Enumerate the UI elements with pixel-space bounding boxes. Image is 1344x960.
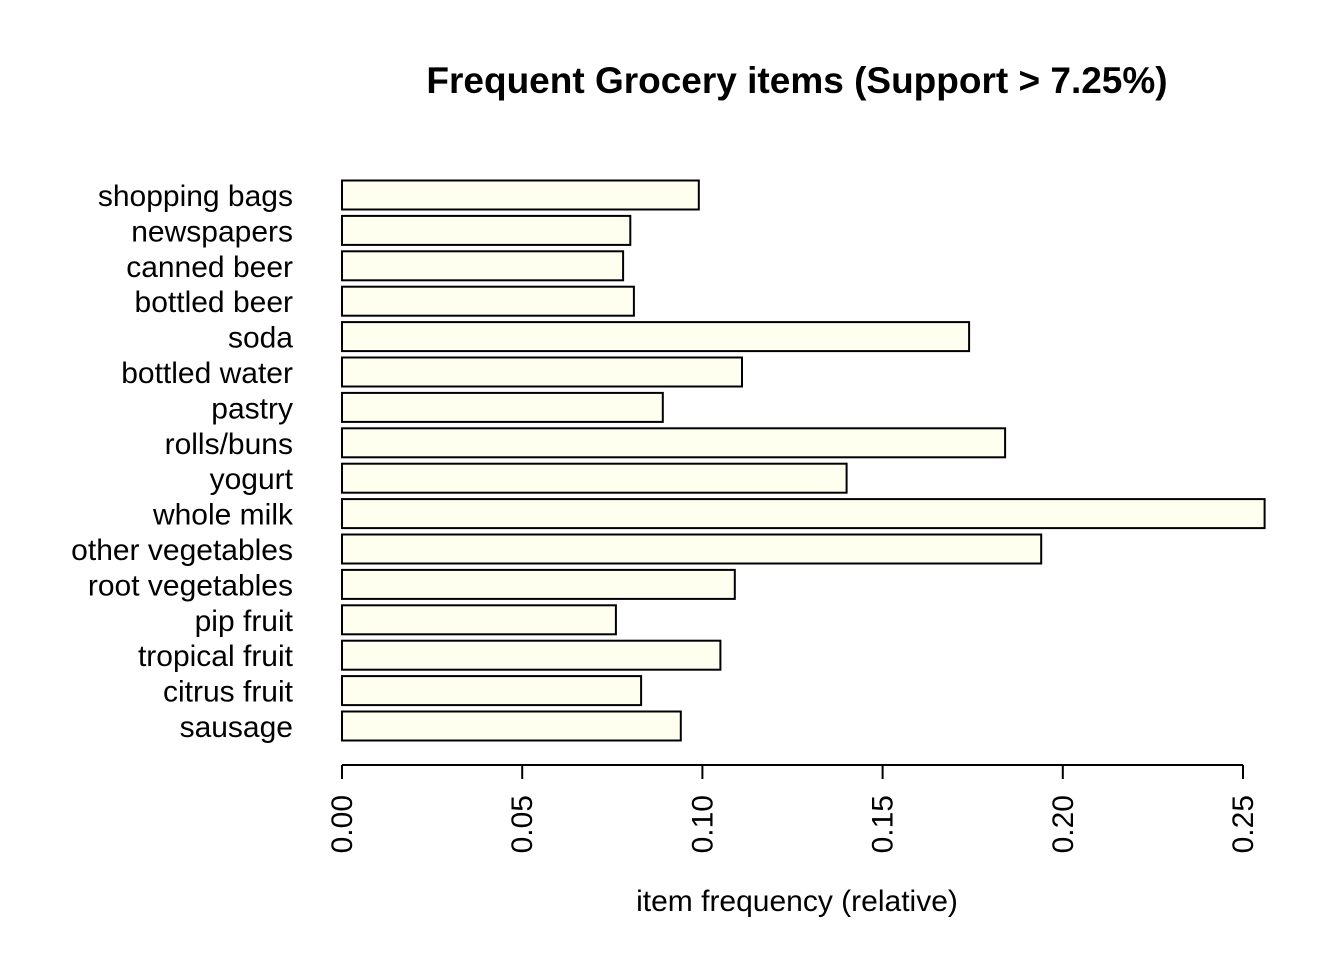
bar-shopping-bags [341,179,700,211]
category-label: canned beer [126,251,293,284]
x-tick-label: 0.25 [1227,795,1260,853]
bar-yogurt [341,462,848,494]
category-label: yogurt [210,463,294,496]
category-label: sausage [180,711,293,744]
bar-tropical-fruit [341,639,722,671]
bar-pastry [341,391,664,423]
chart-title: Frequent Grocery items (Support > 7.25%) [426,60,1167,101]
bar-canned-beer [341,250,625,282]
bar-other-vegetables [341,533,1043,565]
bar-bottled-water [341,356,743,388]
category-label: tropical fruit [138,640,294,673]
category-label: pip fruit [195,605,294,638]
category-label: pastry [211,392,293,425]
category-label: bottled water [121,357,293,390]
bar-sausage [341,710,682,742]
x-tick-label: 0.15 [867,795,900,853]
bar-rolls-buns [341,427,1007,459]
bar-citrus-fruit [341,675,643,707]
category-label: other vegetables [71,534,293,567]
category-label: root vegetables [88,569,293,602]
category-label: rolls/buns [165,428,293,461]
category-label: bottled beer [135,286,293,319]
category-label: whole milk [152,499,294,532]
x-axis-label: item frequency (relative) [636,885,958,918]
x-tick-label: 0.00 [326,795,359,853]
bar-whole-milk [341,498,1266,530]
bar-bottled-beer [341,285,635,317]
category-label: citrus fruit [163,676,294,709]
bar-soda [341,321,971,353]
x-axis: 0.00 0.05 0.10 0.15 0.20 0.25 [326,764,1260,853]
category-label: newspapers [131,215,293,248]
category-label: soda [228,322,293,355]
bar-pip-fruit [341,604,617,636]
bars-group [341,179,1266,742]
bar-newspapers [341,214,632,246]
bar-root-vegetables [341,568,736,600]
category-label: shopping bags [98,180,293,213]
x-tick-label: 0.20 [1047,795,1080,853]
x-tick-label: 0.10 [686,795,719,853]
x-tick-label: 0.05 [506,795,539,853]
